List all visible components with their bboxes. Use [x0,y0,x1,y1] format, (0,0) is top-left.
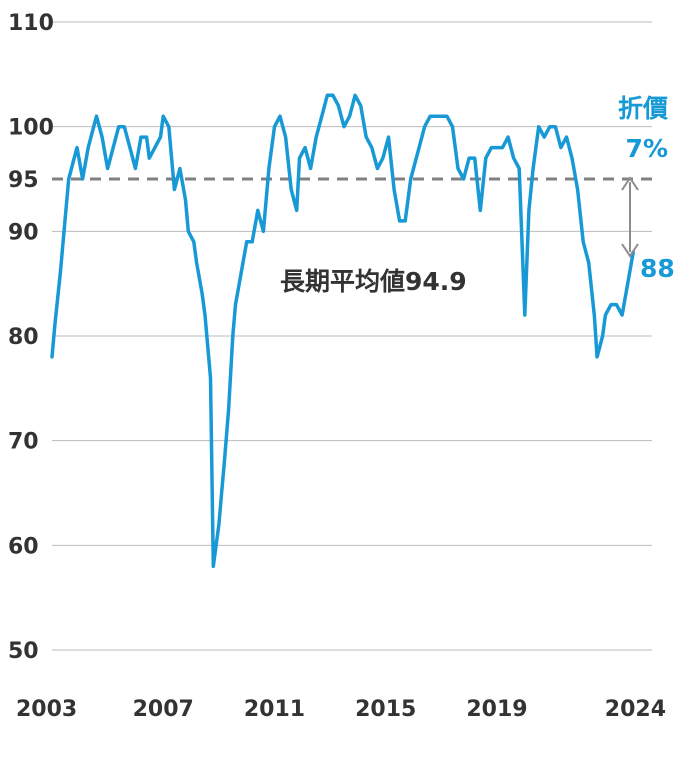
y-tick-label-110: 110 [8,11,54,36]
y-tick-label-95: 95 [8,168,39,193]
y-tick-label-50: 50 [8,639,39,664]
y-axis-tick-labels: 110 100 95 90 80 70 60 50 [8,11,54,664]
y-tick-label-60: 60 [8,534,39,559]
x-tick-label-2019: 2019 [466,697,527,722]
series-line [50,93,635,569]
y-tick-label-80: 80 [8,325,39,350]
x-axis-tick-labels: 2003 2007 2011 2015 2019 2024 [16,697,666,722]
x-tick-label-2011: 2011 [244,697,305,722]
gap-annotation-line2: 7% [626,134,668,163]
gap-annotation-line1: 折價 [618,94,669,123]
gap-arrow [621,176,639,258]
y-tick-label-90: 90 [8,220,39,245]
x-tick-label-2007: 2007 [133,697,194,722]
gridlines [52,21,652,651]
x-tick-label-2015: 2015 [355,697,416,722]
x-tick-label-2003: 2003 [16,697,77,722]
latest-value-label: 88 [640,254,675,283]
y-tick-label-70: 70 [8,430,39,455]
long-term-average-label: 長期平均値94.9 [280,267,467,296]
x-tick-label-2024: 2024 [605,697,666,722]
y-tick-label-100: 100 [8,116,54,141]
